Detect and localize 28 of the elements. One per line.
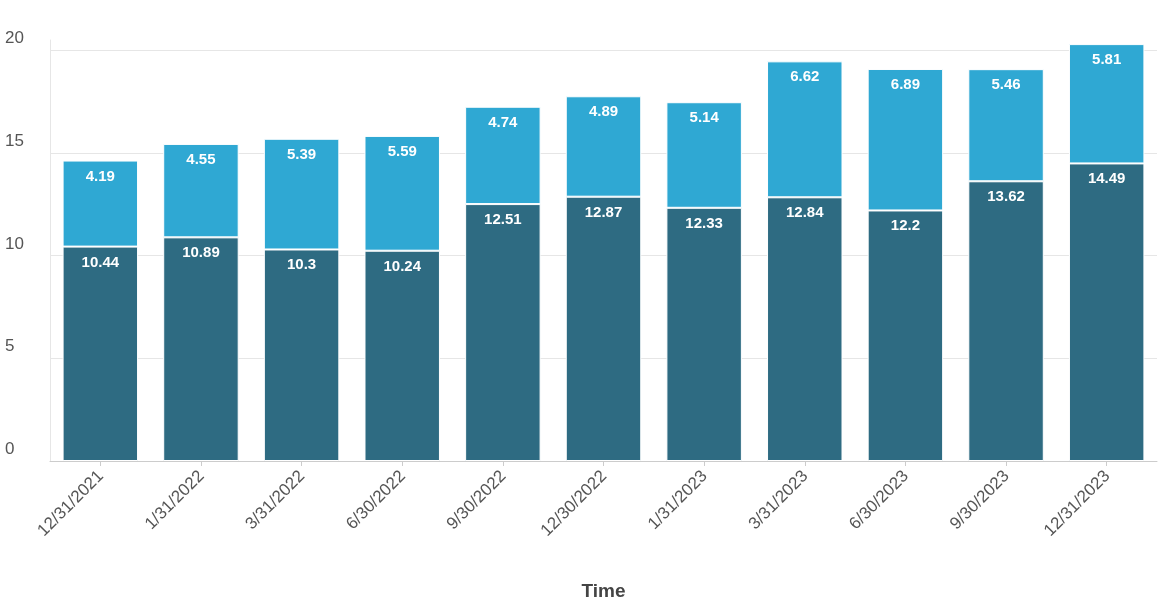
data-label: 4.89	[588, 102, 619, 120]
data-label: 5.81	[1092, 50, 1122, 68]
data-label: 6.89	[890, 74, 921, 92]
data-label: 12.2	[890, 216, 921, 234]
data-label: 12.87	[584, 202, 623, 220]
data-label: 6.62	[790, 67, 820, 85]
y-tick-label: 10	[5, 233, 24, 253]
data-label: 14.49	[1087, 169, 1126, 187]
data-label: 4.55	[186, 149, 216, 167]
y-tick-label: 20	[5, 28, 24, 48]
data-label: 5.39	[286, 144, 317, 162]
data-label: 5.46	[991, 75, 1021, 93]
data-label: 12.84	[786, 203, 825, 221]
data-label: 5.59	[387, 141, 417, 159]
data-label: 12.51	[484, 210, 522, 228]
x-axis-title: Time	[581, 580, 626, 601]
data-label: 4.74	[488, 112, 519, 130]
y-tick-label: 5	[5, 336, 15, 356]
data-label: 4.19	[85, 166, 115, 184]
data-label: 13.62	[987, 187, 1025, 205]
data-label: 10.89	[182, 243, 220, 261]
data-label: 12.33	[685, 213, 723, 231]
data-label: 10.44	[81, 252, 120, 270]
data-label: 10.24	[383, 256, 422, 274]
data-label: 5.14	[689, 108, 720, 126]
y-tick-label: 15	[5, 130, 24, 150]
data-label: 10.3	[286, 255, 317, 273]
y-tick-label: 0	[5, 439, 15, 458]
